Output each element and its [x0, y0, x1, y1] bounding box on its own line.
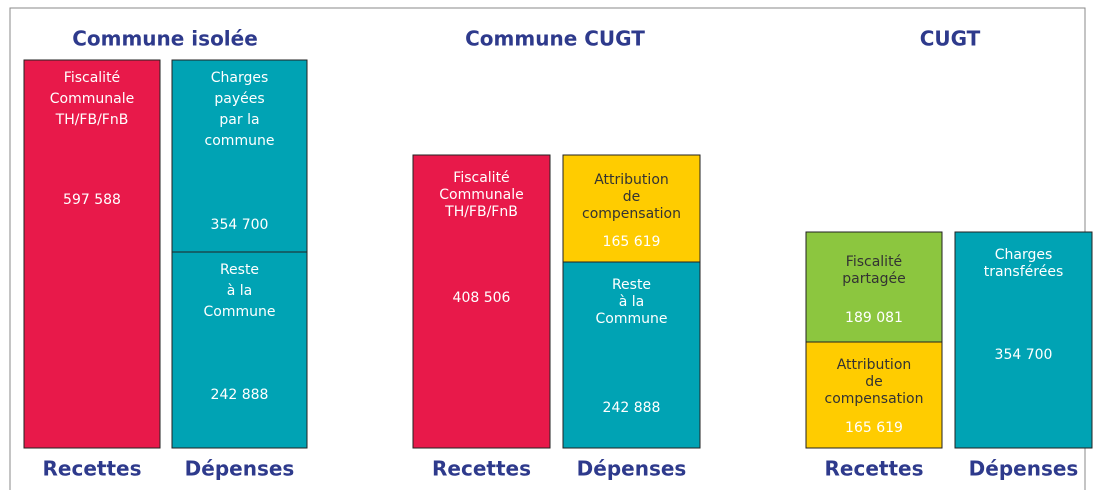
column-label: Recettes — [825, 457, 924, 481]
block — [954, 231, 1093, 449]
block — [805, 341, 943, 449]
block-label: Fiscalité — [453, 170, 509, 186]
block — [562, 261, 701, 449]
block — [23, 59, 161, 449]
block — [562, 154, 701, 263]
block-label: transférées — [984, 264, 1064, 280]
block-value: 165 619 — [603, 234, 661, 250]
column-label: Recettes — [432, 457, 531, 481]
block-label: Commune — [596, 311, 668, 327]
block-value: 242 888 — [603, 400, 661, 416]
block-value: 189 081 — [845, 310, 903, 326]
block-label: partagée — [842, 271, 905, 287]
block — [412, 154, 551, 449]
block-label: Charges — [211, 70, 269, 86]
block-label: TH/FB/FnB — [55, 112, 129, 128]
block-value: 408 506 — [453, 290, 511, 306]
block-label: commune — [205, 133, 275, 149]
block — [171, 251, 308, 449]
block-value: 354 700 — [995, 347, 1053, 363]
block-label: Communale — [50, 91, 134, 107]
column-label: Recettes — [43, 457, 142, 481]
block-label: Fiscalité — [64, 70, 120, 86]
block-label: TH/FB/FnB — [444, 204, 518, 220]
block-label: Attribution — [837, 357, 912, 373]
panel-title: CUGT — [920, 27, 981, 51]
block-label: par la — [219, 112, 259, 128]
block-label: Charges — [995, 247, 1053, 263]
block-label: Reste — [612, 277, 651, 293]
block-value: 242 888 — [211, 387, 269, 403]
block-label: Reste — [220, 262, 259, 278]
block — [805, 231, 943, 343]
block-value: 597 588 — [63, 192, 121, 208]
block-value: 354 700 — [211, 217, 269, 233]
column-label: Dépenses — [969, 457, 1079, 481]
block-label: Commune — [204, 304, 276, 320]
column-label: Dépenses — [577, 457, 687, 481]
block — [171, 59, 308, 253]
panel-title: Commune CUGT — [465, 27, 645, 51]
block-label: Communale — [439, 187, 523, 203]
block-label: Fiscalité — [846, 254, 902, 270]
block-label: compensation — [582, 206, 681, 222]
block-label: payées — [214, 91, 264, 107]
block-label: de — [865, 374, 883, 390]
block-label: à la — [227, 283, 253, 299]
block-label: Attribution — [594, 172, 669, 188]
block-label: de — [623, 189, 641, 205]
block-label: compensation — [825, 391, 924, 407]
block-label: à la — [619, 294, 645, 310]
panel-title: Commune isolée — [72, 27, 258, 51]
column-label: Dépenses — [185, 457, 295, 481]
block-value: 165 619 — [845, 420, 903, 436]
